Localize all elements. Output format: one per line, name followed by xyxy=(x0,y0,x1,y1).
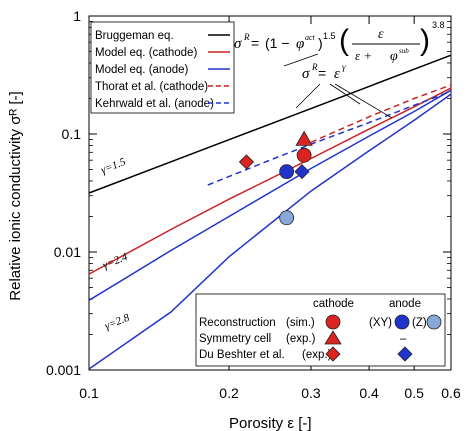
pointer-eq1 xyxy=(283,53,319,67)
eq1-lparen: ( xyxy=(339,24,349,57)
x-tick-label: 0.2 xyxy=(219,385,239,401)
equation-power-law: σ R = ε γ xyxy=(302,62,346,82)
legend-row0-label: Reconstruction xyxy=(199,317,276,329)
gamma-annotation-0: γ=1.5 xyxy=(99,156,128,177)
point-1 xyxy=(279,164,295,180)
series-line-4 xyxy=(207,90,452,186)
legend-label-2: Model eq. (anode) xyxy=(95,64,189,76)
x-tick-label: 0.6 xyxy=(441,385,461,401)
eq1-one-minus: (1 − xyxy=(265,35,290,51)
eq1-phi: φ xyxy=(296,36,304,52)
eq1-equals: = xyxy=(251,35,259,51)
series-line-0 xyxy=(88,54,452,194)
series-line-1 xyxy=(88,87,452,275)
x-tick-label: 0.4 xyxy=(359,385,379,401)
eq1-sup-r: R xyxy=(243,32,250,42)
pointer-eq2-b xyxy=(329,83,361,105)
equation-general: σ R = (1 − φ act ) 1.5 ( ε ε + φ sub ) 3… xyxy=(234,20,445,64)
equation-pointers xyxy=(283,53,393,119)
eq1-sup-sub: sub xyxy=(399,47,409,55)
legend-row1-dash: – xyxy=(400,333,407,345)
legend-head-cathode: cathode xyxy=(313,298,354,310)
x-axis-label: Porosity ε [-] xyxy=(229,415,312,431)
legend-label-3: Thorat et al. (cathode) xyxy=(95,81,208,93)
legend-markers: cathode anode Reconstruction (sim.) (XY)… xyxy=(195,293,446,367)
legend-recon-z-marker xyxy=(426,314,442,330)
y-tick-label: 0.001 xyxy=(46,362,81,378)
legend-symmetry-marker xyxy=(324,330,342,345)
legend-row1-kind: (exp.) xyxy=(286,333,316,345)
y-tick-label: 1 xyxy=(73,8,81,24)
eq1-rparen: ) xyxy=(420,24,430,57)
series-line-2 xyxy=(88,89,452,301)
eq2-sup-r: R xyxy=(311,62,318,72)
series-line-3 xyxy=(310,84,452,143)
series-line-5 xyxy=(88,93,452,370)
eq2-sup-gamma: γ xyxy=(342,62,346,72)
y-tick-label: 0.01 xyxy=(54,244,81,260)
eq1-close: ) xyxy=(318,35,323,51)
eq2-eps: ε xyxy=(334,66,340,82)
eq2-sigma: σ xyxy=(302,66,310,82)
eq2-equals: = xyxy=(318,65,326,81)
legend-row0-kind: (sim.) xyxy=(286,317,315,329)
gamma-annotation-1: γ=2.4 xyxy=(101,251,130,272)
x-tick-label: 0.5 xyxy=(404,385,424,401)
eq1-pow1: 1.5 xyxy=(323,31,336,41)
eq1-sigma: σ xyxy=(234,36,242,52)
point-2 xyxy=(279,210,295,226)
eq1-eps-den: ε + xyxy=(355,48,372,63)
legend-head-anode: anode xyxy=(389,298,421,310)
x-tick-label: 0.3 xyxy=(301,385,321,401)
point-5 xyxy=(294,164,310,180)
legend-label-1: Model eq. (cathode) xyxy=(95,47,197,59)
x-tick-label: 0.1 xyxy=(79,385,99,401)
legend-row2-kind: (exp.) xyxy=(302,349,332,361)
legend-row2-label: Du Beshter et al. xyxy=(199,349,285,361)
pointer-eq2-c xyxy=(334,83,393,119)
y-tick-label: 0.1 xyxy=(62,126,82,142)
legend-lines: Bruggeman eq. Model eq. (cathode) Model … xyxy=(90,21,235,114)
legend-label-4: Kehrwald et al. (anode) xyxy=(95,98,214,110)
legend-recon-xy-marker xyxy=(394,314,410,330)
eq1-eps-num: ε xyxy=(378,27,384,42)
eq1-sup-act: act xyxy=(305,33,316,42)
point-4 xyxy=(238,154,255,170)
legend-lines-box xyxy=(90,21,235,114)
legend-dubeshter-anode-marker xyxy=(397,346,413,362)
eq1-pow2: 3.8 xyxy=(432,20,445,30)
legend-row0-xy: (XY) xyxy=(369,317,392,329)
y-axis-label: Relative ionic conductivity σᴿ [-] xyxy=(7,91,24,300)
pointer-eq2-a xyxy=(295,83,321,109)
point-0 xyxy=(296,147,312,163)
gamma-annotation-2: γ=2.8 xyxy=(103,312,132,333)
point-3 xyxy=(295,130,313,146)
legend-label-0: Bruggeman eq. xyxy=(95,30,174,42)
legend-dubeshter-cathode-marker xyxy=(325,346,341,362)
legend-row1-label: Symmetry cell xyxy=(199,333,271,345)
eq1-phi-den: φ xyxy=(390,49,398,64)
legend-recon-cathode-marker xyxy=(325,314,341,330)
legend-row0-z: (Z) xyxy=(412,317,427,329)
